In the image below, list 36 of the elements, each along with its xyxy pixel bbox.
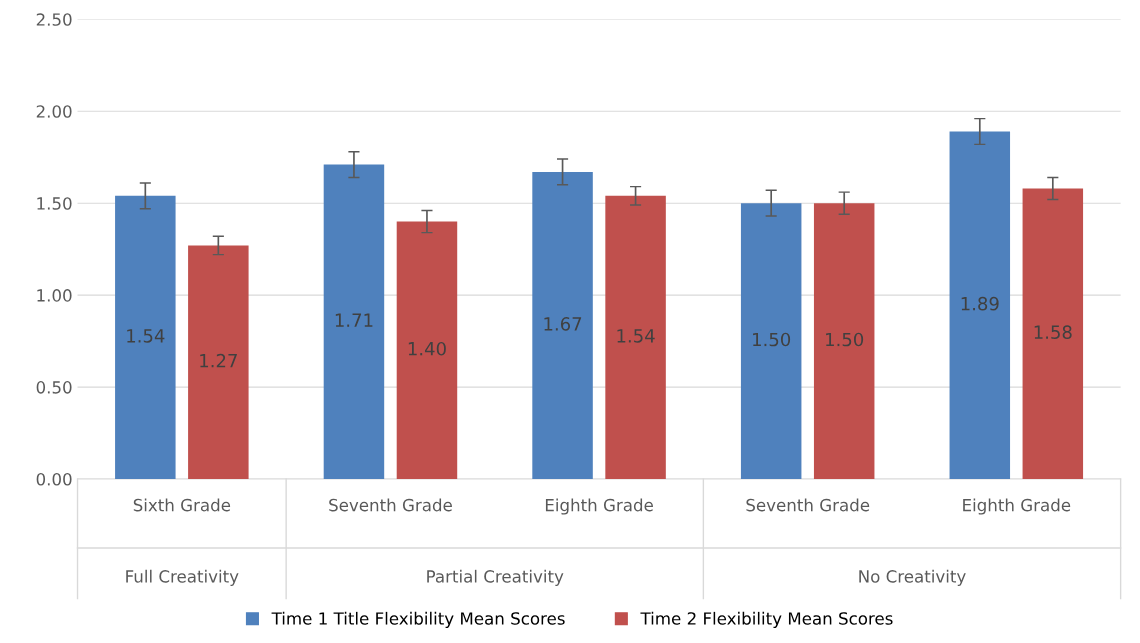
text: No Creativity xyxy=(859,569,966,586)
x-tick-label: Sixth Grade xyxy=(133,498,231,512)
x-tick-label: Eighth Grade xyxy=(963,498,1071,515)
data-label: 1.27 xyxy=(200,353,237,368)
y-tick-label: 1.50 xyxy=(37,197,72,210)
y-tick-label: 2.50 xyxy=(36,13,72,26)
text: Full Creativity xyxy=(126,569,239,586)
legend-label: Time 2 Flexibility Mean Scores xyxy=(640,611,893,628)
data-label: 1.89 xyxy=(961,296,999,311)
text: Partial Creativity xyxy=(427,569,564,586)
data-label: 1.58 xyxy=(1034,325,1072,339)
bar xyxy=(532,171,593,480)
x-tick-label: Seventh Grade xyxy=(329,498,452,512)
bar xyxy=(323,164,385,480)
bar xyxy=(740,203,802,480)
y-tick-label: 0.00 xyxy=(36,473,72,486)
data-label: 1.54 xyxy=(127,329,165,343)
x-tick-label: Seventh Grade xyxy=(746,498,870,512)
bar xyxy=(188,245,249,480)
y-tick-label: 0.50 xyxy=(36,381,72,394)
data-label: 1.54 xyxy=(617,329,655,343)
bar xyxy=(1022,188,1084,480)
data-label: 1.40 xyxy=(408,341,446,356)
bar xyxy=(396,221,458,480)
data-label: 1.67 xyxy=(544,317,582,331)
data-label: 1.71 xyxy=(335,313,373,327)
bar xyxy=(949,131,1011,480)
data-label: 1.50 xyxy=(753,332,791,347)
bar xyxy=(813,203,875,480)
legend-label: Time 1 Title Flexibility Mean Scores xyxy=(271,611,565,628)
y-tick-label: 2.00 xyxy=(36,105,72,118)
bar xyxy=(605,195,666,480)
x-tick-label: Eighth Grade xyxy=(545,498,653,515)
bar xyxy=(115,195,176,480)
y-tick-label: 1.00 xyxy=(37,289,72,302)
data-label: 1.50 xyxy=(826,332,864,347)
